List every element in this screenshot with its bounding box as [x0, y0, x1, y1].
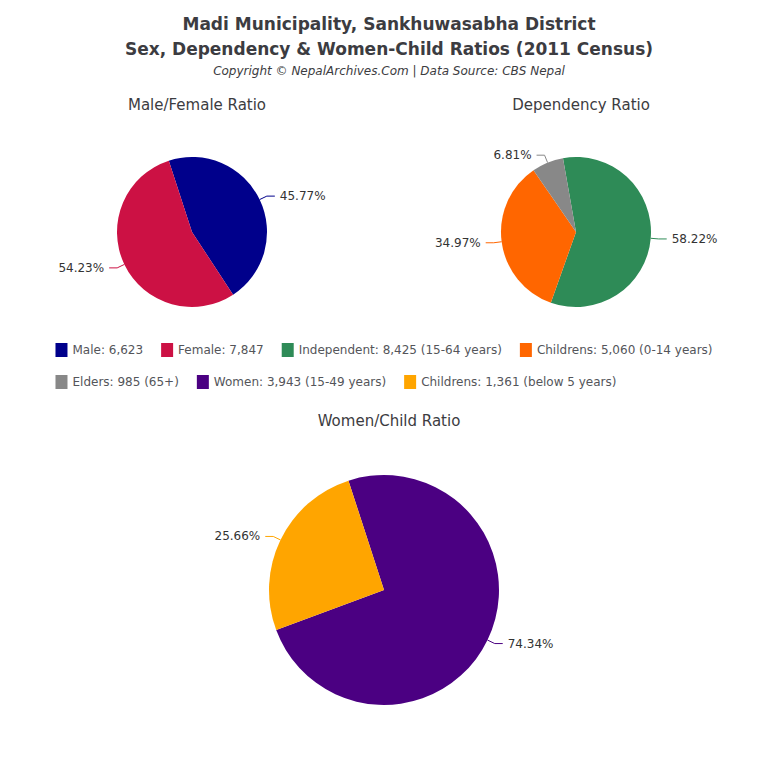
svg-text:6.81%: 6.81%: [493, 148, 531, 162]
svg-text:Women: 3,943 (15-49 years): Women: 3,943 (15-49 years): [214, 375, 386, 389]
svg-text:Sex, Dependency & Women-Child: Sex, Dependency & Women-Child Ratios (20…: [125, 39, 653, 59]
svg-text:25.66%: 25.66%: [215, 529, 261, 543]
svg-text:Childrens: 1,361 (below 5 year: Childrens: 1,361 (below 5 years): [421, 375, 616, 389]
svg-text:Women/Child Ratio: Women/Child Ratio: [318, 412, 461, 430]
svg-text:Madi Municipality, Sankhuwasab: Madi Municipality, Sankhuwasabha Distric…: [182, 14, 595, 34]
svg-text:74.34%: 74.34%: [508, 637, 554, 651]
svg-text:Elders: 985 (65+): Elders: 985 (65+): [72, 375, 178, 389]
svg-text:45.77%: 45.77%: [280, 189, 326, 203]
svg-text:Male/Female Ratio: Male/Female Ratio: [128, 96, 266, 114]
svg-text:Dependency Ratio: Dependency Ratio: [512, 96, 650, 114]
svg-text:Independent: 8,425 (15-64 year: Independent: 8,425 (15-64 years): [299, 343, 502, 357]
svg-text:Copyright © NepalArchives.Com: Copyright © NepalArchives.Com | Data Sou…: [213, 64, 565, 78]
svg-text:54.23%: 54.23%: [58, 261, 104, 275]
svg-text:Female: 7,847: Female: 7,847: [178, 343, 264, 357]
svg-text:Male: 6,623: Male: 6,623: [72, 343, 143, 357]
svg-text:34.97%: 34.97%: [435, 236, 481, 250]
svg-text:Childrens: 5,060 (0-14 years): Childrens: 5,060 (0-14 years): [537, 343, 713, 357]
svg-text:58.22%: 58.22%: [672, 232, 718, 246]
